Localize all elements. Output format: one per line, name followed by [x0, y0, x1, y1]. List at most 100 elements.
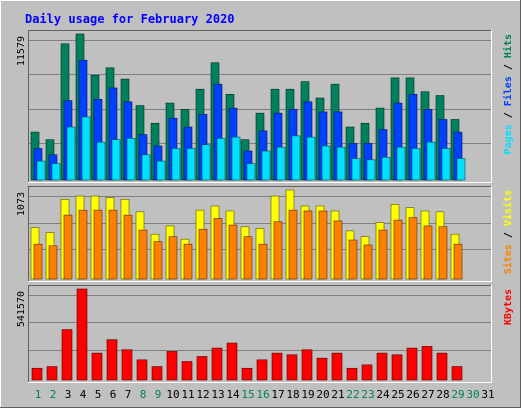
bar-sites-day-13 [213, 218, 223, 280]
bar-kbytes-day-9 [151, 366, 163, 381]
legend-sites: Sites [502, 244, 514, 274]
xtick-day-19: 19 [301, 388, 314, 401]
bar-pages-day-29 [456, 158, 466, 181]
legend-separator: / [503, 106, 514, 124]
bar-sites-day-29 [453, 243, 463, 280]
bar-pages-day-22 [351, 158, 361, 181]
bar-kbytes-day-16 [256, 359, 268, 381]
bar-kbytes-day-4 [76, 288, 88, 381]
bar-sites-day-27 [423, 225, 433, 280]
bar-pages-day-2 [51, 163, 61, 181]
xtick-day-13: 13 [211, 388, 224, 401]
xtick-day-11: 11 [181, 388, 194, 401]
bar-sites-day-17 [273, 221, 283, 280]
bar-pages-day-21 [336, 146, 346, 181]
bar-kbytes-day-21 [331, 352, 343, 381]
bar-kbytes-day-22 [346, 367, 358, 381]
bar-sites-day-1 [33, 243, 43, 280]
bar-kbytes-day-29 [451, 366, 463, 381]
xtick-day-4: 4 [80, 388, 87, 401]
bar-sites-day-21 [333, 220, 343, 280]
bar-kbytes-day-7 [121, 349, 133, 381]
bar-kbytes-day-14 [226, 342, 238, 381]
bar-pages-day-25 [396, 146, 406, 181]
bar-sites-day-23 [363, 244, 373, 280]
xtick-day-14: 14 [226, 388, 240, 401]
legend-separator: / [503, 226, 514, 244]
bar-sites-day-20 [318, 210, 328, 280]
xtick-day-1: 1 [35, 388, 42, 401]
bar-kbytes-day-17 [271, 352, 283, 381]
bar-kbytes-day-24 [376, 352, 388, 381]
bar-pages-day-19 [306, 136, 316, 181]
xtick-day-3: 3 [65, 388, 72, 401]
bar-pages-day-28 [441, 148, 451, 181]
legend-visits: Visits [502, 190, 514, 226]
bar-kbytes-day-6 [106, 339, 118, 381]
xtick-day-28: 28 [436, 388, 449, 401]
xtick-day-15: 15 [241, 388, 254, 401]
bar-kbytes-day-20 [316, 357, 328, 381]
bar-pages-day-13 [216, 138, 226, 181]
bar-kbytes-day-2 [46, 366, 58, 381]
bar-pages-day-15 [246, 163, 256, 181]
bar-pages-day-17 [276, 146, 286, 181]
bar-pages-day-14 [231, 136, 241, 181]
bar-pages-day-16 [261, 150, 271, 181]
xtick-day-22: 22 [346, 388, 359, 401]
legend-label: Pages / Files / Hits [502, 34, 514, 154]
bar-pages-day-27 [426, 141, 436, 181]
bar-pages-day-3 [66, 126, 76, 181]
bar-sites-day-9 [153, 241, 163, 280]
bar-sites-day-24 [378, 229, 388, 280]
xtick-day-12: 12 [196, 388, 209, 401]
xtick-day-26: 26 [406, 388, 419, 401]
ytick-label: 541570 [16, 291, 27, 327]
bar-pages-day-5 [96, 141, 106, 181]
bar-sites-day-22 [348, 239, 358, 280]
bar-kbytes-day-15 [241, 367, 253, 381]
bar-sites-day-3 [63, 214, 73, 280]
bar-pages-day-6 [111, 139, 121, 181]
legend-label: Sites / Visits [502, 190, 514, 274]
bar-sites-day-5 [93, 209, 103, 280]
bar-kbytes-day-10 [166, 351, 178, 381]
bar-pages-day-26 [411, 148, 421, 181]
bar-sites-day-15 [243, 236, 253, 280]
xtick-day-8: 8 [140, 388, 147, 401]
xtick-day-10: 10 [166, 388, 179, 401]
ytick-label: 11579 [16, 36, 27, 66]
bar-kbytes-day-13 [211, 347, 223, 381]
bar-sites-day-19 [303, 210, 313, 280]
xtick-day-6: 6 [110, 388, 117, 401]
bar-pages-day-7 [126, 138, 136, 181]
bar-sites-day-26 [408, 217, 418, 280]
bar-pages-day-11 [186, 148, 196, 181]
legend-separator: / [503, 58, 514, 76]
bar-kbytes-day-3 [61, 329, 73, 381]
bar-sites-day-10 [168, 236, 178, 280]
legend-files: Files [502, 76, 514, 106]
xtick-day-17: 17 [271, 388, 284, 401]
bar-pages-day-12 [201, 144, 211, 181]
ytick-label: 1073 [16, 192, 27, 216]
bar-kbytes-day-18 [286, 354, 298, 381]
bar-pages-day-1 [36, 160, 46, 181]
xtick-day-31: 31 [481, 388, 494, 401]
bar-pages-day-8 [141, 154, 151, 181]
bar-sites-day-2 [48, 245, 58, 280]
bar-pages-day-23 [366, 159, 376, 181]
bar-sites-day-4 [78, 209, 88, 280]
bar-sites-day-8 [138, 229, 148, 280]
bar-sites-day-12 [198, 228, 208, 280]
bar-sites-day-28 [438, 226, 448, 280]
chart-title: Daily usage for February 2020 [25, 12, 235, 26]
xtick-day-27: 27 [421, 388, 434, 401]
bar-kbytes-day-27 [421, 346, 433, 381]
bar-sites-day-18 [288, 209, 298, 280]
legend-kbytes: KBytes [503, 289, 514, 325]
bar-pages-day-20 [321, 145, 331, 181]
bar-sites-day-25 [393, 219, 403, 280]
bar-kbytes-day-28 [436, 352, 448, 381]
